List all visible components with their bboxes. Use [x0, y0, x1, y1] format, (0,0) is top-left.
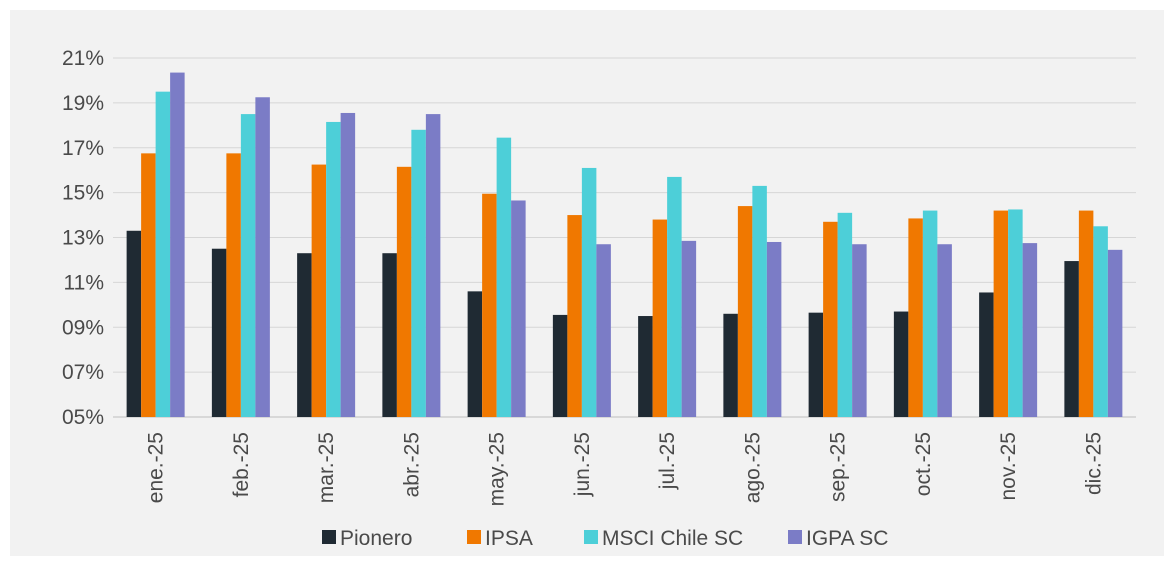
y-tick-label: 07%	[62, 361, 104, 384]
bar-msci-chile-sc	[326, 121, 341, 418]
bar-pionero	[467, 291, 483, 417]
bars	[126, 72, 1123, 418]
legend-label: IPSA	[485, 527, 533, 550]
bar-msci-chile-sc	[837, 212, 853, 417]
y-tick-label: 05%	[62, 406, 104, 429]
bar-ipsa	[823, 221, 838, 417]
x-tick-label: mar.-25	[315, 432, 338, 503]
legend: Pionero IPSA MSCI Chile SC IGPA SC	[322, 527, 888, 550]
legend-label: IGPA SC	[806, 527, 888, 550]
y-tick-label: 11%	[64, 271, 104, 294]
x-tick-label: may.-25	[486, 432, 509, 506]
x-tick-label: dic.-25	[1082, 432, 1105, 495]
bar-igpa-sc	[340, 112, 356, 418]
bar-pionero	[297, 253, 312, 417]
bar-ipsa	[993, 210, 1009, 417]
bar-igpa-sc	[1107, 249, 1123, 417]
bar-msci-chile-sc	[1093, 226, 1108, 417]
x-tick-label: nov.-25	[997, 432, 1020, 501]
bar-pionero	[1064, 261, 1079, 417]
legend-swatch	[322, 530, 336, 544]
x-tick-label: ago.-25	[741, 432, 764, 503]
x-tick-label: oct.-25	[912, 432, 935, 496]
bar-msci-chile-sc	[752, 185, 767, 417]
bar-ipsa	[396, 166, 412, 417]
bar-ipsa	[1078, 210, 1094, 417]
bar-ipsa	[567, 215, 582, 417]
bar-igpa-sc	[596, 244, 611, 417]
legend-label: MSCI Chile SC	[602, 527, 743, 550]
bar-igpa-sc	[255, 97, 270, 417]
bar-ipsa	[652, 219, 668, 417]
bar-msci-chile-sc	[411, 129, 426, 418]
bar-ipsa	[482, 193, 497, 417]
x-tick-label: sep.-25	[827, 432, 850, 502]
bar-igpa-sc	[1022, 243, 1038, 417]
bar-ipsa	[311, 164, 327, 417]
x-tick-label: ene.-25	[145, 432, 168, 503]
y-tick-label: 19%	[62, 92, 104, 115]
legend-swatch	[788, 530, 802, 544]
y-tick-label: 15%	[62, 182, 104, 205]
x-tick-label: abr.-25	[400, 432, 423, 497]
bar-ipsa	[908, 218, 923, 417]
bar-pionero	[638, 316, 653, 417]
x-tick-label: jul.-25	[656, 432, 679, 490]
bar-msci-chile-sc	[155, 91, 171, 417]
bar-pionero	[126, 230, 142, 417]
legend-swatch	[467, 530, 481, 544]
x-tick-label: feb.-25	[230, 432, 253, 497]
legend-swatch	[584, 530, 598, 544]
y-tick-label: 21%	[62, 47, 104, 70]
y-axis-ticks: 05% 07% 09% 11% 13% 15% 17% 19% 21%	[62, 47, 104, 429]
x-axis-ticks: ene.-25 feb.-25 mar.-25 abr.-25 may.-25 jun.-…	[145, 432, 1106, 506]
bar-pionero	[893, 311, 909, 417]
x-tick-label: jun.-25	[571, 432, 594, 497]
y-tick-label: 17%	[62, 137, 104, 160]
legend-label: Pionero	[340, 527, 412, 550]
bar-ipsa	[737, 206, 753, 417]
bar-pionero	[808, 312, 824, 417]
bar-ipsa	[226, 153, 241, 417]
bar-msci-chile-sc	[1008, 209, 1023, 417]
bar-igpa-sc	[681, 240, 697, 417]
bar-pionero	[211, 248, 227, 417]
bar-pionero	[552, 314, 568, 417]
bar-igpa-sc	[170, 72, 185, 417]
bar-pionero	[382, 253, 397, 417]
bar-msci-chile-sc	[240, 114, 256, 417]
bar-igpa-sc	[766, 241, 782, 417]
bar-msci-chile-sc	[581, 167, 597, 417]
bar-igpa-sc	[425, 114, 441, 417]
y-tick-label: 09%	[62, 316, 104, 339]
y-tick-label: 13%	[62, 227, 104, 250]
bar-msci-chile-sc	[922, 210, 938, 417]
bar-pionero	[979, 292, 994, 417]
gridlines	[113, 57, 1136, 418]
bar-igpa-sc	[937, 244, 952, 417]
bar-msci-chile-sc	[496, 137, 512, 417]
bar-igpa-sc	[852, 244, 867, 417]
bar-igpa-sc	[511, 200, 526, 417]
bar-pionero	[723, 313, 738, 417]
bar-ipsa	[141, 153, 156, 417]
bar-msci-chile-sc	[667, 176, 682, 417]
